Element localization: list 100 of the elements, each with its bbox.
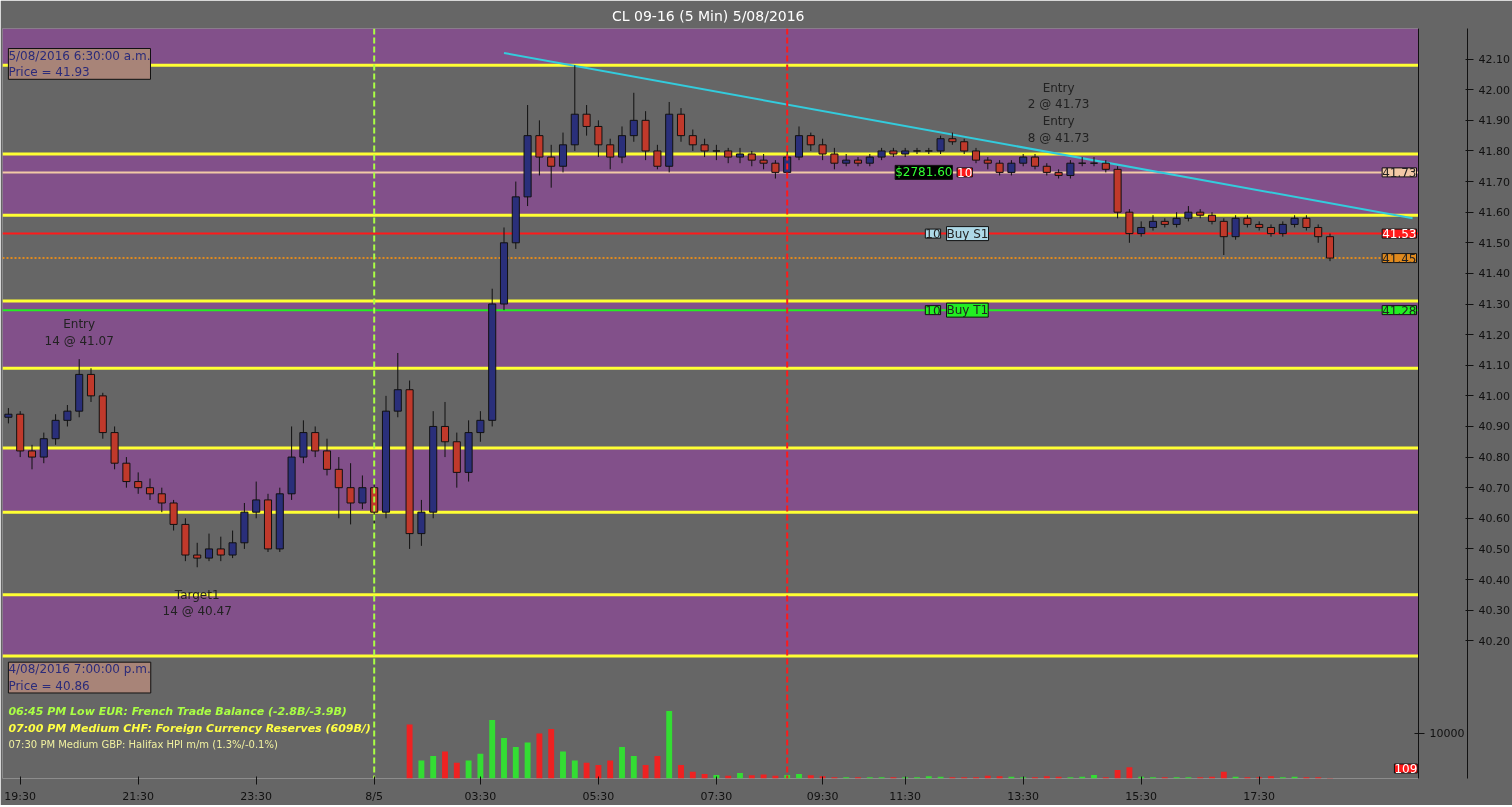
annotation: Buy S1 [946, 226, 989, 241]
x-tick-label: 05:30 [582, 789, 615, 803]
bar [607, 760, 614, 779]
candlestick [1266, 223, 1276, 238]
bar [548, 728, 555, 779]
candlestick [1314, 223, 1323, 244]
y-tick-label: 40.90 [1478, 420, 1510, 434]
bar [583, 762, 590, 779]
candlestick [39, 432, 48, 464]
y-tick-label: 41.00 [1478, 389, 1510, 403]
y2-tick-label: 10000 [1429, 727, 1465, 741]
x-tick-label: 23:30 [240, 789, 273, 803]
candlestick [393, 352, 402, 418]
candlestick [134, 471, 143, 495]
candlestick [476, 410, 485, 443]
candlestick [606, 138, 615, 170]
candlestick [617, 125, 627, 164]
candlestick [440, 401, 450, 458]
bar [689, 771, 696, 779]
bar [1268, 776, 1274, 779]
annotation: Entry 2 @ 41.73 Entry 8 @ 41.73 [1027, 80, 1090, 145]
y-tick-label: 41.10 [1478, 359, 1510, 373]
y-tick-label: 40.70 [1478, 481, 1510, 495]
bar [560, 751, 566, 779]
x-tick-label: 07:30 [700, 789, 733, 803]
bar [642, 764, 649, 779]
y-tick-label: 41.80 [1478, 144, 1510, 158]
candlestick [1066, 159, 1075, 179]
x-tick-label: 17:30 [1243, 789, 1276, 803]
x-tick-label: 21:30 [122, 789, 155, 803]
bar [996, 776, 1003, 779]
y-tick-label: 40.30 [1478, 604, 1510, 618]
bar [925, 776, 932, 779]
candlestick [358, 474, 367, 510]
candlestick [830, 147, 839, 170]
candlestick [547, 144, 556, 189]
bar [1114, 769, 1121, 779]
annotation: Buy T1 [946, 303, 989, 318]
y-tick-label: 40.40 [1478, 573, 1510, 587]
x-tick-label: 15:30 [1125, 789, 1158, 803]
candlestick [193, 542, 202, 568]
candlestick [806, 132, 815, 152]
candlestick [86, 367, 96, 403]
annotation: Target1 14 @ 40.47 [162, 587, 232, 619]
candlestick [63, 404, 72, 427]
y-tick-label: 42.00 [1478, 83, 1510, 97]
candlestick [346, 462, 355, 525]
y-tick-label: 40.80 [1478, 451, 1510, 465]
candlestick [204, 533, 214, 562]
candlestick [169, 499, 178, 532]
annotation: 5/08/2016 6:30:00 a.m. Price = 41.93 [8, 48, 151, 80]
candlestick [582, 104, 591, 137]
annotation: $2781.60 [895, 165, 953, 180]
bar [536, 733, 543, 779]
y-tick-label: 40.60 [1478, 512, 1510, 526]
annotation: 109 [1394, 762, 1418, 776]
x-tick-label: 19:30 [4, 789, 37, 803]
bar [595, 764, 602, 779]
y-tick-label: 40.50 [1478, 542, 1510, 556]
candlestick [594, 119, 603, 158]
bar [489, 719, 496, 779]
annotation: 4/08/2016 7:00:00 p.m. Price = 40.86 [8, 662, 151, 693]
annotation: 07:30 PM Medium GBP: Halifax HPI m/m (1.3%/-0.1%) [8, 739, 278, 751]
y-tick-label: 41.40 [1478, 267, 1510, 281]
bar [630, 755, 637, 779]
candlestick [51, 413, 60, 446]
candlestick [27, 444, 37, 470]
candlestick [688, 129, 697, 152]
candlestick [794, 125, 804, 161]
candlestick [735, 147, 745, 164]
bar [654, 755, 661, 779]
bar [619, 746, 625, 779]
candlestick [145, 478, 155, 501]
candlestick [1125, 208, 1134, 244]
x-tick-label: 09:30 [806, 789, 839, 803]
y-tick-label: 41.70 [1478, 175, 1510, 189]
annotation: 10 [925, 303, 941, 318]
chart-title: CL 09-16 (5 Min) 5/08/2016 [612, 7, 805, 24]
candlestick [1219, 217, 1228, 256]
candlestick [818, 138, 827, 161]
x-tick-label: 11:30 [889, 789, 922, 803]
candlestick [228, 530, 237, 559]
candlestick [936, 135, 945, 155]
bar [465, 760, 472, 779]
bar [512, 746, 519, 779]
candlestick [417, 499, 426, 547]
bar [1043, 776, 1050, 779]
y-tick-label: 42.10 [1478, 53, 1510, 67]
y-tick-label: 41.20 [1478, 328, 1510, 342]
candlestick [1231, 214, 1240, 241]
x-tick-label: 8/5 [365, 789, 384, 803]
annotation: 07:00 PM Medium CHF: Foreign Currency Reserves (609B/) [8, 722, 371, 736]
candlestick [122, 456, 131, 489]
candlestick [676, 107, 686, 143]
y-tick-label: 41.30 [1478, 298, 1510, 312]
candlestick [653, 144, 662, 170]
x-tick-label: 13:30 [1007, 789, 1040, 803]
candlestick [912, 147, 922, 155]
candlestick [216, 536, 225, 562]
bar [571, 760, 578, 779]
